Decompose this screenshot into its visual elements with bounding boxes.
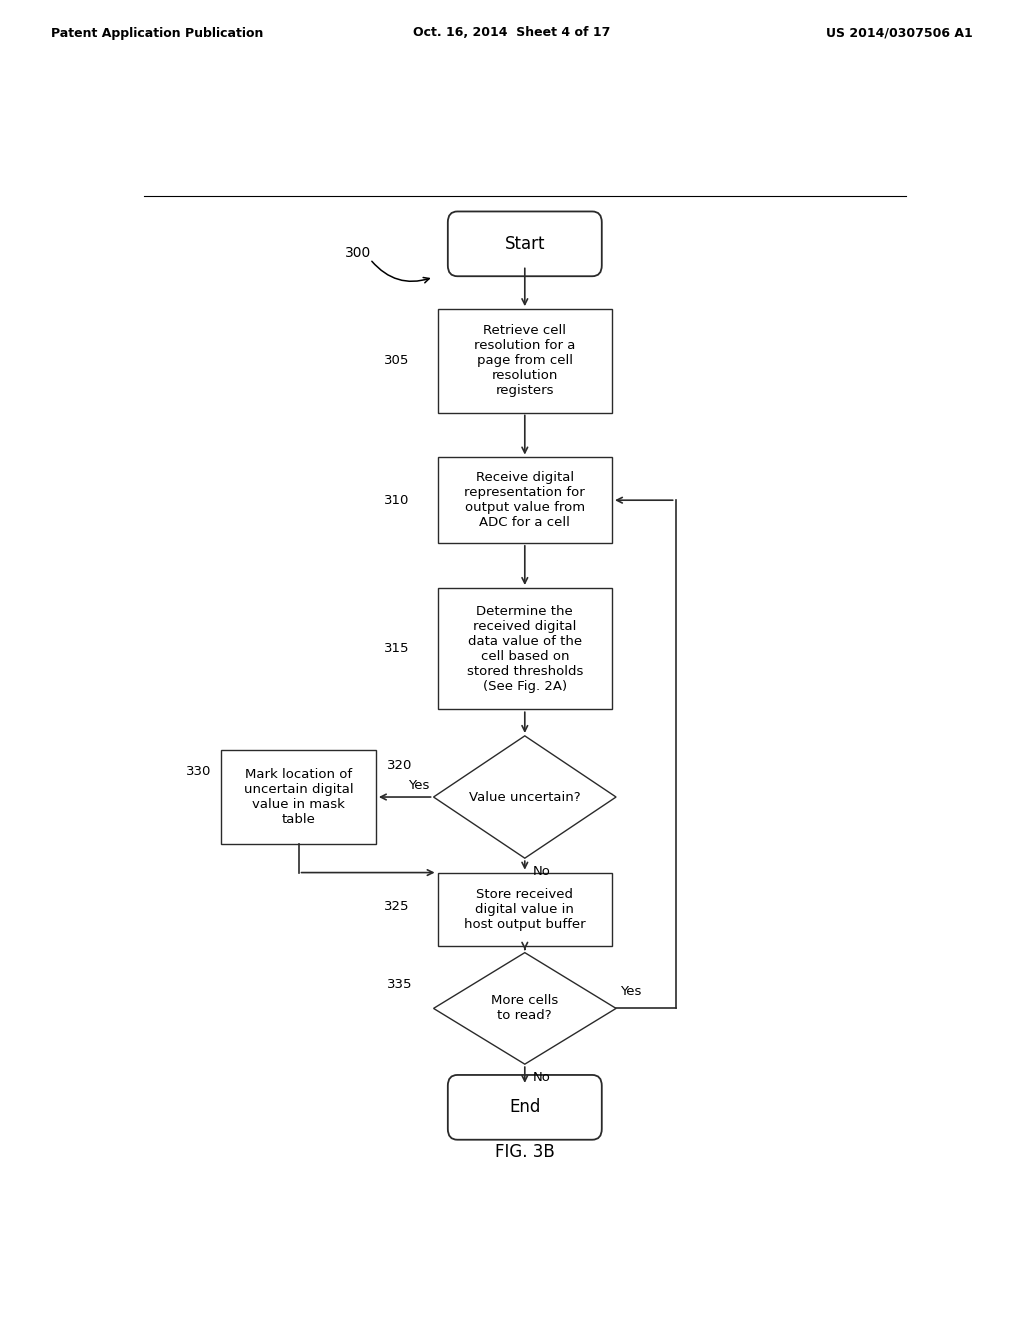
Text: Store received
digital value in
host output buffer: Store received digital value in host out… bbox=[464, 888, 586, 931]
Polygon shape bbox=[433, 735, 616, 858]
Text: Mark location of
uncertain digital
value in mask
table: Mark location of uncertain digital value… bbox=[244, 768, 353, 826]
Text: More cells
to read?: More cells to read? bbox=[492, 994, 558, 1023]
Text: End: End bbox=[509, 1098, 541, 1117]
Text: 325: 325 bbox=[384, 900, 410, 913]
Text: 300: 300 bbox=[345, 246, 372, 260]
FancyBboxPatch shape bbox=[447, 1074, 602, 1139]
Polygon shape bbox=[433, 953, 616, 1064]
Bar bbox=[437, 587, 612, 709]
Text: Yes: Yes bbox=[409, 779, 430, 792]
Text: 310: 310 bbox=[384, 494, 410, 507]
Text: 330: 330 bbox=[186, 766, 211, 779]
Text: 335: 335 bbox=[387, 978, 412, 990]
Text: 305: 305 bbox=[384, 354, 410, 367]
Text: FIG. 3B: FIG. 3B bbox=[495, 1143, 555, 1162]
Text: Oct. 16, 2014  Sheet 4 of 17: Oct. 16, 2014 Sheet 4 of 17 bbox=[414, 26, 610, 40]
Text: Start: Start bbox=[505, 235, 545, 253]
Text: Retrieve cell
resolution for a
page from cell
resolution
registers: Retrieve cell resolution for a page from… bbox=[474, 325, 575, 397]
Bar bbox=[437, 458, 612, 543]
FancyBboxPatch shape bbox=[447, 211, 602, 276]
Text: Yes: Yes bbox=[620, 985, 641, 998]
Bar bbox=[437, 309, 612, 412]
Bar bbox=[221, 750, 376, 845]
Text: Value uncertain?: Value uncertain? bbox=[469, 791, 581, 804]
Bar bbox=[437, 873, 612, 946]
Text: Patent Application Publication: Patent Application Publication bbox=[51, 26, 263, 40]
Text: US 2014/0307506 A1: US 2014/0307506 A1 bbox=[826, 26, 973, 40]
Text: 320: 320 bbox=[387, 759, 412, 772]
Text: No: No bbox=[532, 866, 551, 878]
Text: Receive digital
representation for
output value from
ADC for a cell: Receive digital representation for outpu… bbox=[465, 471, 585, 529]
Text: 315: 315 bbox=[384, 642, 410, 655]
Text: Determine the
received digital
data value of the
cell based on
stored thresholds: Determine the received digital data valu… bbox=[467, 605, 583, 693]
Text: No: No bbox=[532, 1072, 551, 1084]
